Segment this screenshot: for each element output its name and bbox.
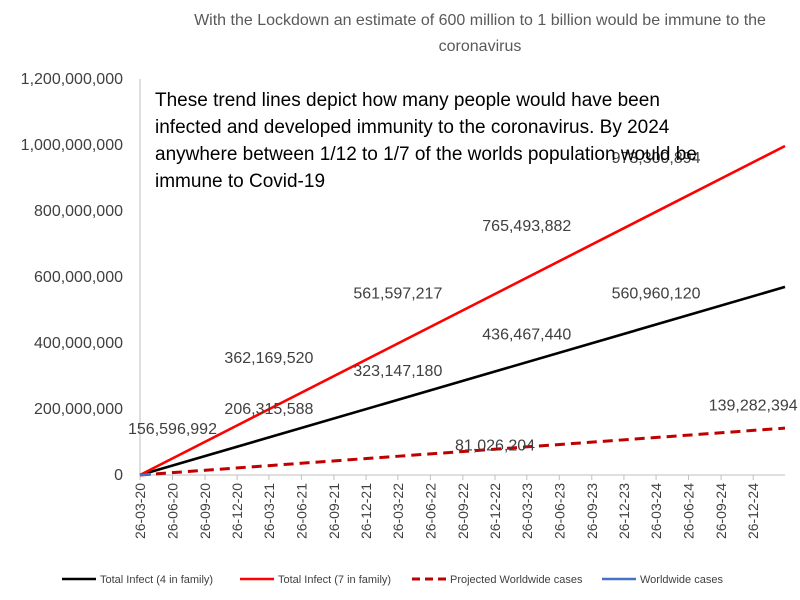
data-label: 765,493,882 bbox=[482, 218, 571, 235]
chart-annotation: These trend lines depict how many people… bbox=[155, 90, 697, 192]
legend-label: Projected Worldwide cases bbox=[450, 574, 583, 586]
series-line bbox=[139, 285, 786, 477]
y-tick-label: 0 bbox=[114, 467, 123, 484]
y-tick-label: 200,000,000 bbox=[34, 401, 123, 418]
x-tick-label: 26-12-20 bbox=[229, 483, 245, 539]
x-tick-label: 26-03-22 bbox=[390, 483, 406, 539]
chart-title: With the Lockdown an estimate of 600 mil… bbox=[194, 12, 766, 55]
x-tick-label: 26-06-21 bbox=[293, 483, 309, 539]
x-tick-label: 26-06-24 bbox=[681, 483, 697, 539]
data-label: 323,147,180 bbox=[353, 363, 442, 380]
x-tick-label: 26-12-24 bbox=[745, 483, 761, 539]
y-tick-label: 800,000,000 bbox=[34, 203, 123, 220]
y-tick-label: 600,000,000 bbox=[34, 269, 123, 286]
x-tick-label: 26-09-23 bbox=[584, 483, 600, 539]
x-tick-label: 26-06-20 bbox=[164, 483, 180, 539]
data-label: 206,315,588 bbox=[224, 401, 313, 418]
data-label: 81,026,204 bbox=[455, 437, 535, 454]
data-label: 156,596,992 bbox=[128, 421, 217, 438]
y-tick-label: 400,000,000 bbox=[34, 335, 123, 352]
series-line bbox=[139, 472, 152, 477]
x-tick-label: 26-03-24 bbox=[648, 483, 664, 539]
x-tick-label: 26-06-22 bbox=[422, 483, 438, 539]
x-tick-label: 26-12-23 bbox=[616, 483, 632, 539]
x-tick-label: 26-12-21 bbox=[358, 483, 374, 539]
data-label: 561,597,217 bbox=[353, 285, 442, 302]
series-line bbox=[139, 426, 786, 477]
data-label: 139,282,394 bbox=[709, 398, 798, 415]
x-tick-label: 26-03-23 bbox=[519, 483, 535, 539]
x-tick-label: 26-09-20 bbox=[197, 483, 213, 539]
data-label: 362,169,520 bbox=[224, 350, 313, 367]
legend-label: Total Infect (7 in family) bbox=[278, 574, 391, 586]
y-tick-label: 1,000,000,000 bbox=[21, 137, 123, 154]
legend-label: Total Infect (4 in family) bbox=[100, 574, 213, 586]
y-tick-label: 1,200,000,000 bbox=[21, 71, 123, 88]
x-tick-label: 26-12-22 bbox=[487, 483, 503, 539]
x-tick-label: 26-06-23 bbox=[551, 483, 567, 539]
x-tick-label: 26-03-20 bbox=[132, 483, 148, 539]
x-tick-label: 26-03-21 bbox=[261, 483, 277, 539]
x-tick-label: 26-09-21 bbox=[326, 483, 342, 539]
data-label: 973,300,894 bbox=[612, 150, 701, 167]
series-line bbox=[139, 144, 786, 477]
x-tick-label: 26-09-24 bbox=[713, 483, 729, 539]
x-tick-label: 26-09-22 bbox=[455, 483, 471, 539]
legend-label: Worldwide cases bbox=[640, 574, 723, 586]
data-label: 436,467,440 bbox=[482, 327, 571, 344]
data-label: 560,960,120 bbox=[612, 285, 701, 302]
